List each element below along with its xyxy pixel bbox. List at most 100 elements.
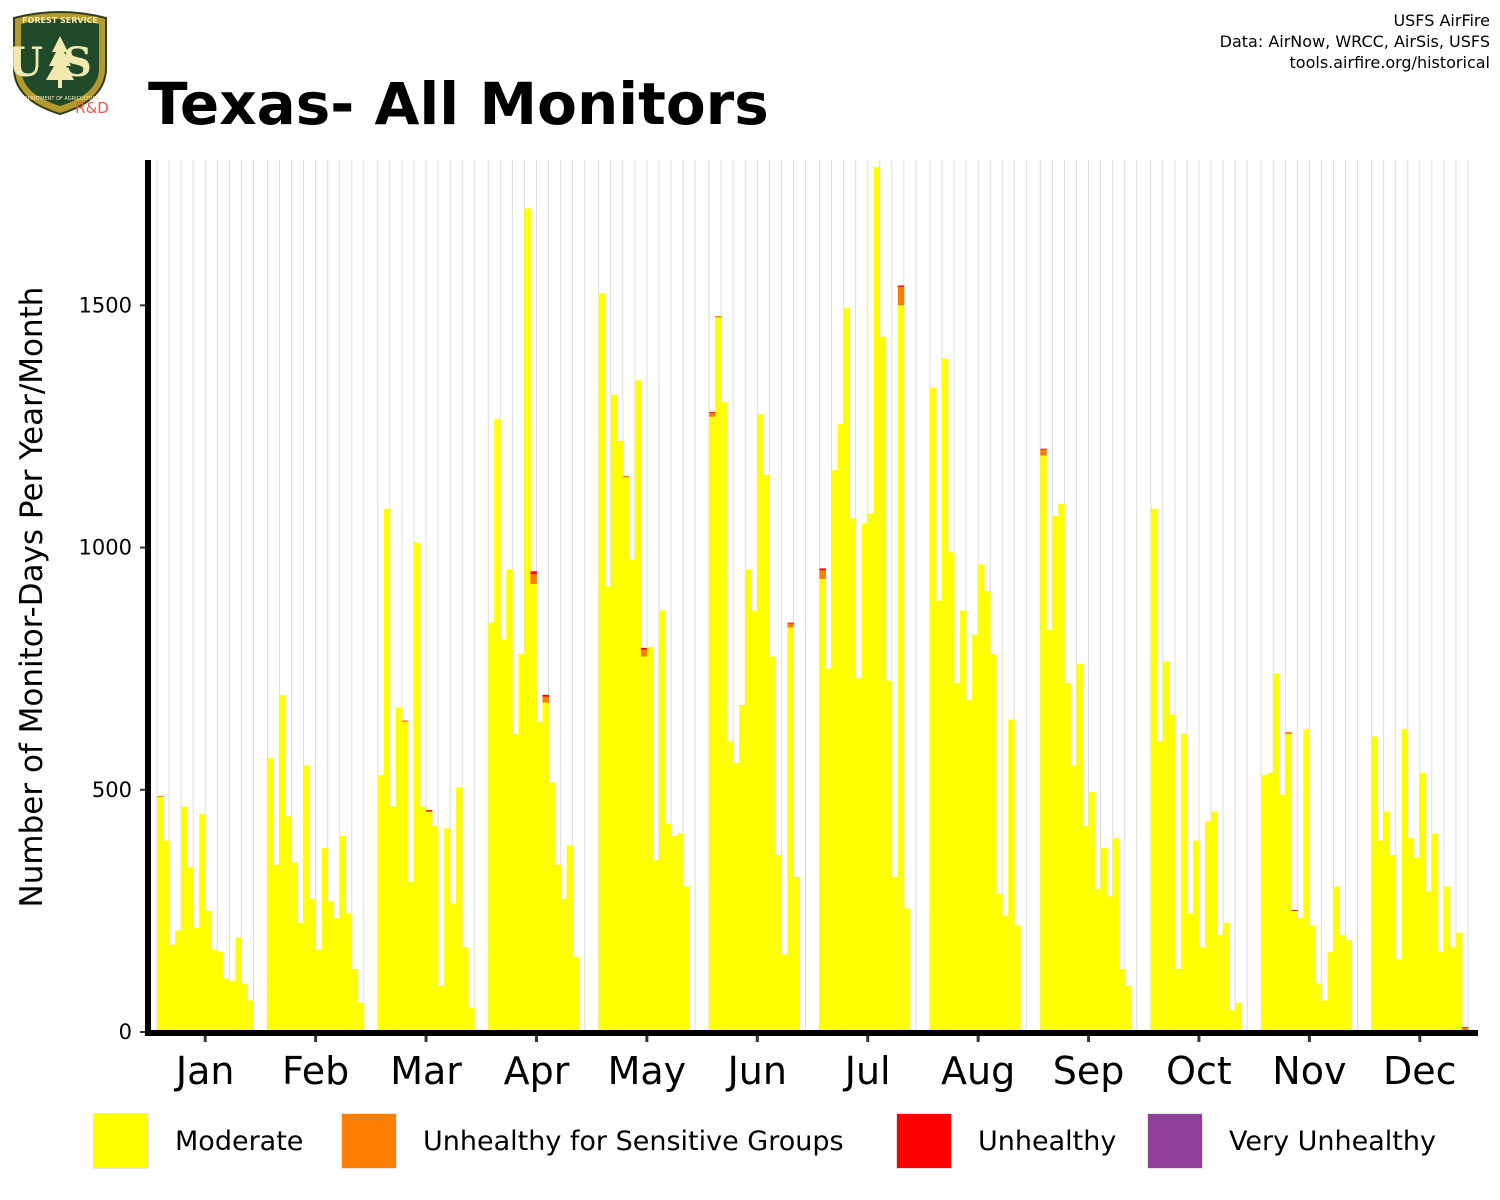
bar-moderate <box>309 898 317 1032</box>
bar-moderate <box>345 913 353 1032</box>
bar-moderate <box>438 985 445 1032</box>
bar-moderate <box>1297 918 1304 1032</box>
legend: Moderate Unhealthy for Sensitive Groups … <box>93 1112 1473 1170</box>
bar-moderate <box>769 656 776 1032</box>
bar-moderate <box>960 610 967 1032</box>
bar-moderate <box>1223 923 1230 1032</box>
bar-moderate <box>1449 947 1457 1032</box>
bar-unhealthy-for-sensitive-groups <box>715 315 722 318</box>
bar-moderate <box>389 806 397 1032</box>
bar-moderate <box>1211 811 1218 1032</box>
bar-moderate <box>721 402 728 1033</box>
bar-moderate <box>1082 826 1089 1032</box>
bar-moderate <box>984 591 991 1032</box>
bar-moderate <box>1401 729 1409 1032</box>
bar-moderate <box>664 823 672 1032</box>
bar-unhealthy-for-sensitive-groups <box>787 623 794 628</box>
bar-moderate <box>1279 794 1286 1032</box>
bar-moderate <box>420 806 427 1032</box>
bar-moderate <box>518 654 525 1032</box>
bar-unhealthy-for-sensitive-groups <box>819 570 826 580</box>
legend-swatch <box>1147 1113 1203 1169</box>
bar-moderate <box>1106 896 1114 1032</box>
bar-moderate <box>990 654 997 1032</box>
bar-moderate <box>954 683 961 1032</box>
bar-moderate <box>966 700 973 1032</box>
bar-moderate <box>1273 673 1280 1032</box>
bar-moderate <box>1180 734 1188 1032</box>
bar-unhealthy <box>709 411 716 413</box>
x-tick-label: Feb <box>282 1049 349 1093</box>
bar-moderate <box>787 627 794 1032</box>
y-tick-label: 500 <box>92 778 132 802</box>
pine-tree-icon <box>46 36 74 88</box>
bar-moderate <box>554 864 561 1032</box>
bar-moderate <box>1389 855 1397 1032</box>
x-tick-label: Dec <box>1383 1049 1457 1093</box>
legend-label: Moderate <box>175 1125 304 1157</box>
bar-moderate <box>972 634 979 1032</box>
bar-moderate <box>456 787 463 1032</box>
bar-moderate <box>1333 886 1340 1032</box>
bar-moderate <box>560 898 567 1032</box>
bar-moderate <box>351 969 359 1032</box>
bar-moderate <box>321 847 329 1032</box>
bar-moderate <box>1419 772 1427 1032</box>
bar-moderate <box>763 474 770 1032</box>
bar-moderate <box>1198 947 1206 1032</box>
bar-moderate <box>357 1002 365 1032</box>
bar-moderate <box>235 937 242 1032</box>
bar-moderate <box>652 860 660 1032</box>
bar-unhealthy-for-sensitive-groups <box>530 574 537 584</box>
bar-moderate <box>1383 811 1391 1032</box>
bar-unhealthy <box>1040 448 1047 450</box>
bar-moderate <box>1040 455 1047 1032</box>
bar-moderate <box>1014 925 1021 1032</box>
credit-line: Data: AirNow, WRCC, AirSis, USFS <box>1219 32 1490 51</box>
bar-moderate <box>622 477 630 1032</box>
bar-moderate <box>1309 925 1316 1032</box>
bar-unhealthy <box>1461 1027 1469 1029</box>
bar-moderate <box>279 695 286 1032</box>
bar-unhealthy-for-sensitive-groups <box>1040 449 1047 456</box>
bar-moderate <box>444 828 451 1032</box>
bar-unhealthy <box>640 647 648 650</box>
bar-unhealthy <box>542 694 549 697</box>
bar-unhealthy-for-sensitive-groups <box>709 412 716 417</box>
legend-swatch <box>896 1113 952 1169</box>
bar-moderate <box>1407 838 1415 1032</box>
bar-moderate <box>1377 840 1385 1032</box>
bar-moderate <box>825 668 832 1032</box>
bar-moderate <box>885 680 893 1032</box>
x-tick-label: Jan <box>174 1049 235 1093</box>
legend-label: Very Unhealthy <box>1229 1125 1436 1157</box>
bar-moderate <box>432 826 439 1032</box>
bar-moderate <box>715 317 722 1032</box>
bar-moderate <box>837 424 845 1032</box>
bar-unhealthy-for-sensitive-groups <box>1285 732 1292 735</box>
bar-moderate <box>1437 952 1445 1032</box>
bar-moderate <box>524 208 531 1032</box>
x-tick-label: Mar <box>390 1049 462 1093</box>
bar-moderate <box>935 600 943 1032</box>
bar-moderate <box>751 610 758 1032</box>
bar-unhealthy-for-sensitive-groups <box>542 696 549 703</box>
bar-moderate <box>640 656 648 1032</box>
bar-moderate <box>709 416 716 1032</box>
bar-moderate <box>205 910 212 1032</box>
legend-item-usg: Unhealthy for Sensitive Groups <box>341 1112 844 1170</box>
bar-moderate <box>241 983 248 1032</box>
bar-moderate <box>303 765 310 1032</box>
bar-moderate <box>1168 714 1176 1032</box>
bar-moderate <box>395 707 403 1032</box>
bar-moderate <box>610 394 618 1033</box>
bar-moderate <box>1285 734 1292 1032</box>
bar-moderate <box>401 721 409 1032</box>
bar-moderate <box>658 610 666 1032</box>
y-tick-label: 1000 <box>79 536 132 560</box>
bar-moderate <box>285 816 292 1032</box>
bar-moderate <box>1315 983 1322 1032</box>
bar-moderate <box>1235 1002 1242 1032</box>
bar-moderate <box>542 702 549 1032</box>
